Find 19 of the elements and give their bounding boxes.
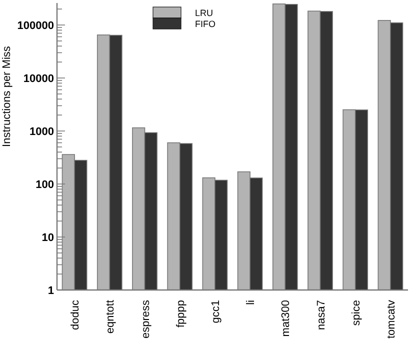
x-tick-label: nasa7	[315, 300, 328, 330]
x-tick-label: gcc1	[210, 300, 222, 324]
y-tick-label: 10000	[23, 72, 54, 85]
x-tick-label: doduc	[70, 300, 82, 330]
x-tick-label: eqntott	[104, 300, 117, 334]
y-tick-label: 1000	[30, 126, 54, 138]
x-tick-label: mat300	[280, 300, 292, 337]
legend-label: FIFO	[195, 19, 216, 30]
y-tick-label: 10	[42, 232, 54, 244]
y-tick-label: 1	[48, 284, 54, 297]
y-tick-label: 100	[36, 178, 54, 191]
x-tick-label: fpppp	[174, 300, 187, 328]
y-tick-label: 100000	[17, 20, 54, 32]
x-tick-label: spice	[350, 300, 362, 326]
x-tick-label: tomcatv	[385, 300, 398, 339]
x-tick-label: li	[245, 300, 258, 305]
legend-label: LRU	[195, 8, 214, 18]
x-tick-label: espress	[140, 300, 152, 339]
y-axis-title: Instructions per Miss	[1, 46, 13, 147]
